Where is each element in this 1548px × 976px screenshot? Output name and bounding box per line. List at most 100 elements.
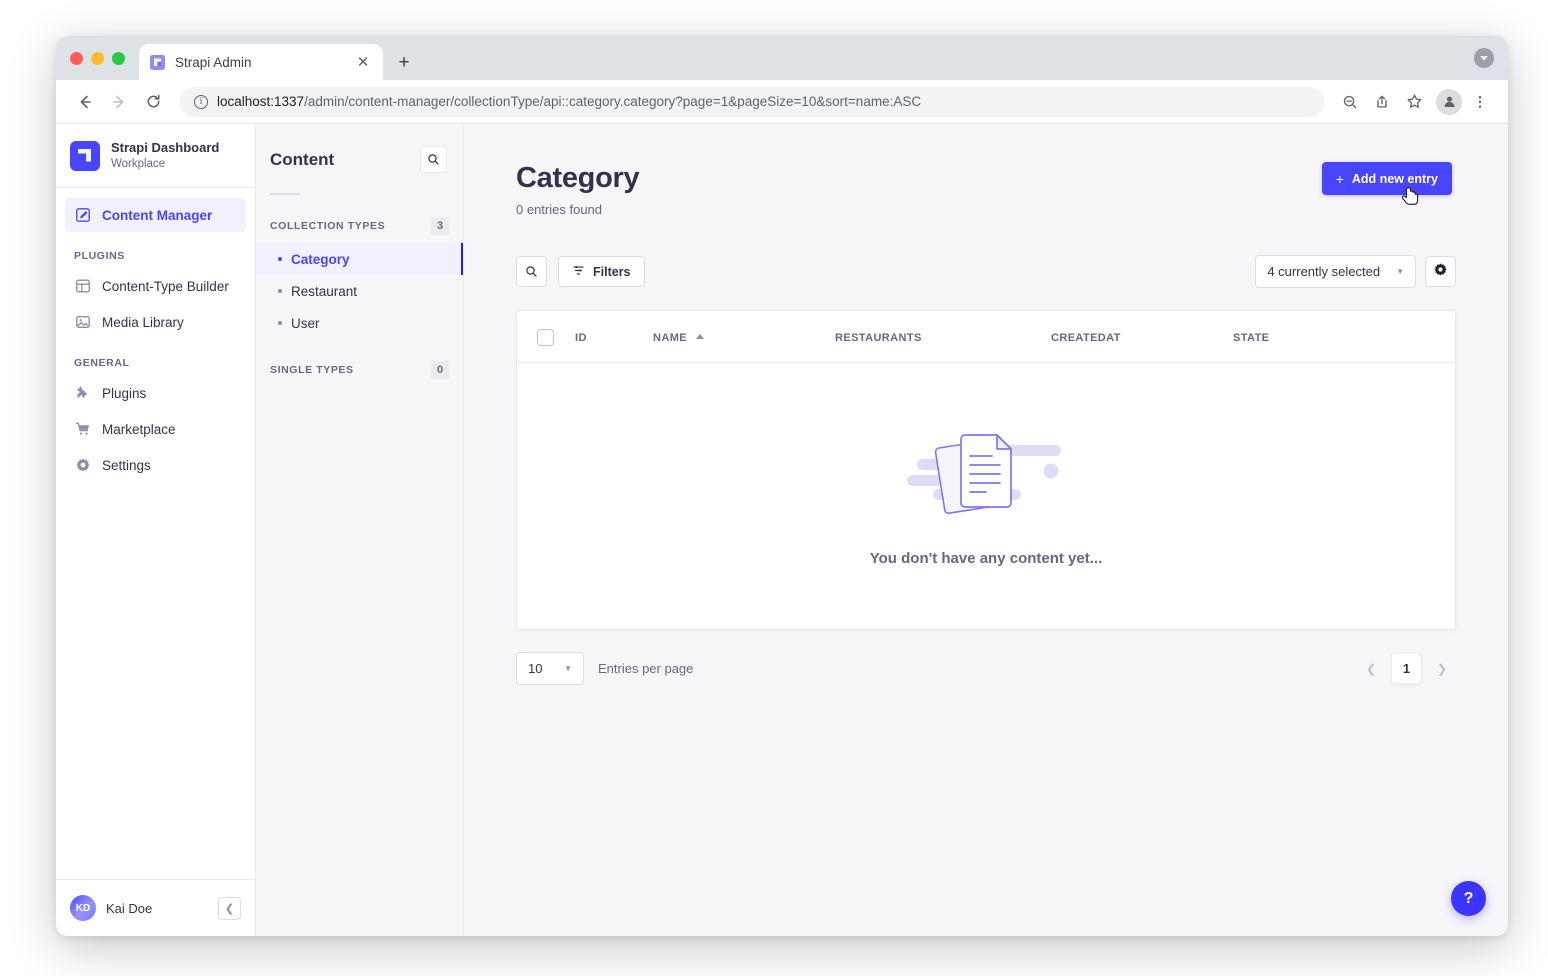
entries-table: ID NAME RESTAURANTS CREATEDAT STATE (517, 311, 1455, 629)
content-panel-header: Content (256, 146, 463, 173)
share-icon[interactable] (1368, 88, 1396, 116)
entries-table-card: ID NAME RESTAURANTS CREATEDAT STATE (516, 310, 1456, 630)
collection-types-label: COLLECTION TYPES (270, 220, 386, 232)
filter-icon (572, 264, 585, 280)
help-button[interactable]: ? (1451, 881, 1486, 916)
empty-state-message: You don't have any content yet... (869, 550, 1103, 567)
column-header-id[interactable]: ID (575, 311, 653, 363)
fields-select[interactable]: 4 currently selected ▼ (1255, 255, 1416, 288)
browser-tabstrip: Strapi Admin ✕ + (56, 36, 1508, 80)
entries-per-page-label: Entries per page (598, 661, 694, 676)
search-icon[interactable] (420, 146, 447, 173)
content-types-panel: Content COLLECTION TYPES 3 Category Rest… (256, 124, 464, 936)
sidebar-item-plugins[interactable]: Plugins (65, 376, 246, 410)
entries-per-page-value: 10 (528, 661, 543, 676)
single-types-label: SINGLE TYPES (270, 364, 354, 376)
table-settings-button[interactable] (1425, 256, 1456, 287)
column-header-state[interactable]: STATE (1233, 311, 1455, 363)
empty-state: You don't have any content yet... (517, 363, 1455, 629)
bullet-icon (278, 257, 282, 261)
sidebar-item-content-type-builder[interactable]: Content-Type Builder (65, 269, 246, 303)
strapi-admin-app: Strapi Dashboard Workplace Content Manag… (56, 124, 1508, 936)
avatar[interactable]: KD (70, 895, 96, 921)
sidebar-item-label: Content Manager (102, 207, 213, 223)
maximize-window-button[interactable] (112, 51, 125, 65)
table-toolbar: Filters 4 currently selected ▼ (464, 217, 1508, 288)
layout-builder-icon (74, 278, 91, 295)
column-header-name[interactable]: NAME (653, 311, 835, 363)
url-path: /admin/content-manager/collectionType/ap… (304, 94, 922, 109)
main-sidebar: Strapi Dashboard Workplace Content Manag… (56, 124, 256, 936)
info-circle-icon[interactable]: i (194, 94, 208, 109)
plus-icon: + (1335, 170, 1344, 187)
chevron-left-icon[interactable]: ❮ (1365, 661, 1377, 676)
add-new-entry-button[interactable]: + Add new entry (1321, 162, 1452, 195)
entries-per-page-select[interactable]: 10 ▼ (516, 652, 584, 685)
minimize-window-button[interactable] (91, 51, 104, 65)
pagination-row: 10 ▼ Entries per page ❮ 1 ❯ (464, 630, 1508, 685)
overflow-menu-icon[interactable] (1466, 88, 1494, 116)
page-header: Category 0 entries found + Add new entry (464, 124, 1508, 217)
sidebar-item-settings[interactable]: Settings (65, 448, 246, 482)
profile-avatar-icon[interactable] (1436, 88, 1462, 115)
image-icon (74, 314, 91, 331)
url-bar[interactable]: i localhost:1337/admin/content-manager/c… (180, 86, 1324, 117)
table-body: You don't have any content yet... (517, 363, 1455, 630)
sidebar-item-label: Content-Type Builder (102, 278, 229, 294)
add-new-entry-label: Add new entry (1351, 171, 1438, 186)
browser-tab-title: Strapi Admin (175, 54, 252, 70)
chevron-down-circle-icon[interactable] (1474, 48, 1494, 68)
content-type-item-category[interactable]: Category (256, 243, 463, 275)
brand-header[interactable]: Strapi Dashboard Workplace (56, 124, 255, 189)
filters-button[interactable]: Filters (558, 256, 645, 287)
collection-types-header: COLLECTION TYPES 3 (256, 195, 463, 243)
bullet-icon (278, 289, 282, 293)
browser-toolbar: i localhost:1337/admin/content-manager/c… (56, 80, 1508, 124)
sidebar-user-footer: KD Kai Doe ❮ (56, 879, 255, 936)
checkbox-icon[interactable] (537, 329, 554, 346)
url-host: localhost:1337 (217, 94, 305, 109)
chevron-right-icon[interactable]: ❯ (1436, 661, 1448, 676)
search-icon[interactable] (516, 256, 547, 287)
arrow-right-icon[interactable] (104, 87, 134, 117)
fields-select-value: 4 currently selected (1267, 264, 1381, 279)
entries-count: 0 entries found (516, 202, 603, 217)
sidebar-item-media-library[interactable]: Media Library (65, 305, 246, 339)
column-header-createdat[interactable]: CREATEDAT (1051, 311, 1233, 363)
sidebar-item-marketplace[interactable]: Marketplace (65, 412, 246, 446)
collection-types-count: 3 (431, 217, 449, 235)
table-header-row: ID NAME RESTAURANTS CREATEDAT STATE (517, 311, 1455, 363)
sidebar-section-plugins: PLUGINS (74, 250, 125, 263)
sidebar-item-label: Plugins (102, 385, 147, 401)
content-type-label: Category (291, 251, 350, 267)
shopping-cart-icon (74, 421, 91, 438)
column-header-name-label: NAME (653, 331, 687, 344)
sidebar-item-label: Media Library (102, 314, 184, 330)
url-text: localhost:1337/admin/content-manager/col… (217, 94, 921, 109)
zoom-out-icon[interactable] (1336, 88, 1364, 116)
arrow-left-icon[interactable] (70, 87, 100, 117)
new-tab-button[interactable]: + (398, 51, 410, 73)
strapi-logo-icon (70, 140, 100, 171)
content-type-item-restaurant[interactable]: Restaurant (256, 275, 463, 307)
chevron-down-icon: ▼ (1396, 267, 1404, 276)
chevron-left-icon[interactable]: ❮ (218, 896, 241, 920)
filters-label: Filters (593, 264, 631, 279)
reload-icon[interactable] (138, 87, 168, 117)
content-type-item-user[interactable]: User (256, 307, 463, 339)
column-header-restaurants[interactable]: RESTAURANTS (835, 311, 1051, 363)
sidebar-item-content-manager[interactable]: Content Manager (65, 198, 246, 233)
sidebar-item-label: Marketplace (102, 421, 176, 437)
bookmark-star-icon[interactable] (1400, 88, 1428, 116)
browser-window: Strapi Admin ✕ + i localhost:1337/admin/… (56, 36, 1508, 936)
panel-divider (270, 193, 300, 195)
close-window-button[interactable] (70, 51, 83, 65)
close-icon[interactable]: ✕ (356, 53, 370, 71)
page-title: Category (516, 162, 640, 194)
user-name: Kai Doe (106, 900, 153, 916)
page-number-1[interactable]: 1 (1391, 653, 1422, 684)
browser-tab[interactable]: Strapi Admin ✕ (139, 44, 383, 80)
brand-subtitle: Workplace (111, 157, 166, 170)
main-content: Category 0 entries found + Add new entry (464, 124, 1508, 936)
bullet-icon (278, 321, 282, 325)
